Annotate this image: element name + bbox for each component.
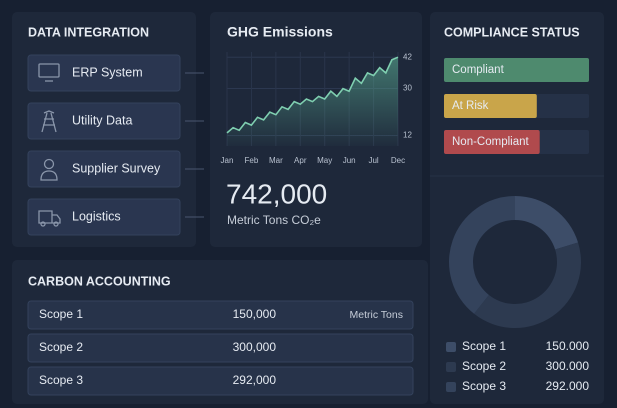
- scope-name: Scope 1: [39, 307, 83, 321]
- integration-label: ERP System: [72, 65, 143, 79]
- table-row: [27, 300, 414, 330]
- x-tick-label: Jun: [343, 156, 356, 165]
- x-tick-label: Apr: [294, 156, 307, 165]
- bar-label: Non-Compliant: [452, 136, 530, 148]
- legend-value: 300.000: [546, 359, 590, 373]
- panel-title: CARBON ACCOUNTING: [28, 274, 171, 288]
- total-unit: Metric Tons CO₂e: [227, 213, 321, 227]
- bar-label: At Risk: [452, 100, 489, 112]
- table-row: [27, 333, 414, 363]
- legend-value: 292.000: [546, 379, 590, 393]
- legend-swatch: [446, 382, 456, 392]
- integration-item: [27, 198, 181, 236]
- donut-segment: [474, 242, 581, 328]
- scope-name: Scope 3: [39, 373, 83, 387]
- x-tick-label: Feb: [245, 156, 259, 165]
- user-icon: [40, 170, 58, 181]
- scope-name: Scope 2: [39, 340, 83, 354]
- legend-value: 150.000: [546, 339, 590, 353]
- panel-title: DATA INTEGRATION: [28, 25, 149, 39]
- bar: [444, 130, 540, 154]
- integration-label: Utility Data: [72, 113, 132, 127]
- integration-label: Supplier Survey: [72, 161, 161, 175]
- line: [226, 56, 399, 134]
- user-icon: [43, 158, 55, 170]
- integration-item: [27, 54, 181, 92]
- y-tick-label: 42: [403, 52, 412, 61]
- tower-icon: [41, 110, 57, 133]
- scope-value: 292,000: [233, 373, 277, 387]
- table-row: [27, 366, 414, 396]
- bar: [444, 94, 537, 118]
- y-tick-label: 12: [403, 131, 412, 140]
- y-tick-label: 30: [403, 84, 412, 93]
- legend-swatch: [446, 342, 456, 352]
- x-tick-label: Mar: [269, 156, 283, 165]
- legend-label: Scope 1: [462, 339, 506, 353]
- donut-segment: [449, 196, 515, 314]
- unit-label: Metric Tons: [350, 309, 404, 321]
- x-tick-label: May: [317, 156, 332, 165]
- integration-item: [27, 102, 181, 140]
- x-tick-label: Jan: [221, 156, 234, 165]
- scope-value: 300,000: [233, 340, 277, 354]
- integration-item: [27, 150, 181, 188]
- panel-title: GHG Emissions: [227, 24, 333, 40]
- icons: [38, 63, 61, 227]
- legend-label: Scope 2: [462, 359, 506, 373]
- legend-swatch: [446, 362, 456, 372]
- x-tick-label: Dec: [391, 156, 405, 165]
- scope-value: 150,000: [233, 307, 277, 321]
- monitor-icon: [38, 63, 60, 78]
- truck-icon: [40, 221, 46, 227]
- x-tick-label: Jul: [368, 156, 378, 165]
- panel-title: COMPLIANCE STATUS: [444, 25, 580, 39]
- truck-icon: [53, 221, 59, 227]
- total-value: 742,000: [226, 178, 327, 209]
- bar: [444, 58, 589, 82]
- bar-label: Compliant: [452, 64, 505, 76]
- integration-label: Logistics: [72, 209, 121, 223]
- legend-label: Scope 3: [462, 379, 506, 393]
- donut-segment: [515, 196, 579, 250]
